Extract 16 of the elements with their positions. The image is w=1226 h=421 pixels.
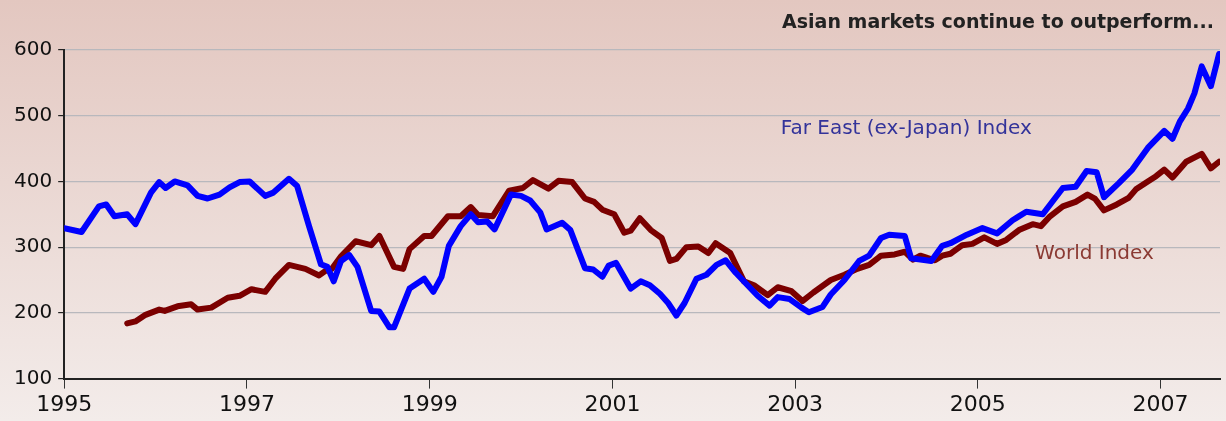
chart-title: Asian markets continue to outperform...	[782, 10, 1214, 32]
text: Far East (ex-Japan) Index	[780, 115, 1032, 140]
series-label: World Index	[1035, 239, 1154, 264]
x-tick-label: 1997	[218, 390, 275, 416]
y-tick-label: 300	[13, 233, 53, 258]
y-tick-label: 100	[13, 364, 53, 389]
y-tick-label: 600	[13, 36, 53, 61]
y-tick-label: 200	[13, 299, 53, 324]
x-tick-label: 2005	[949, 390, 1006, 416]
y-tick-label: 500	[13, 101, 53, 126]
y-tick-label: 400	[13, 167, 53, 192]
x-tick-label: 1995	[36, 390, 93, 416]
x-tick-label: 2007	[1132, 390, 1189, 416]
x-tick-label: 2003	[767, 390, 824, 416]
x-tick-label: 1999	[401, 390, 458, 416]
x-tick-label: 2001	[584, 390, 641, 416]
